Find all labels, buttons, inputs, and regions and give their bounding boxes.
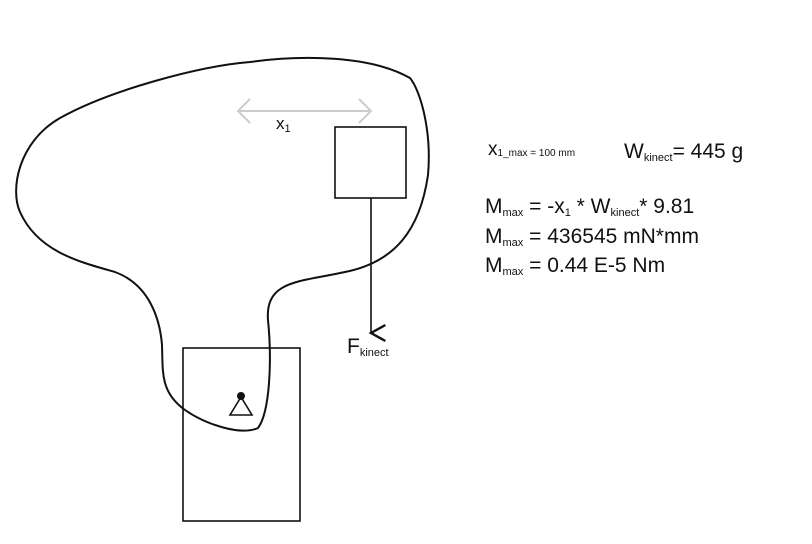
force-label: Fkinect: [347, 335, 389, 359]
weight-label: Wkinect= 445 g: [624, 140, 744, 164]
kinect-box: [334, 126, 407, 199]
x1-double-arrow: [236, 98, 373, 124]
blob-outline: [15, 56, 430, 432]
x1-max-label: x1_max = 100 mm: [488, 139, 576, 160]
pivot-support: [228, 392, 254, 416]
moment-equation-1: Mmax = -x1 * Wkinect* 9.81: [485, 195, 695, 219]
base-rectangle: [182, 347, 301, 522]
moment-equation-3: Mmax = 0.44 E-5 Nm: [485, 254, 666, 278]
x1-label: x1: [276, 114, 291, 135]
moment-equation-2: Mmax = 436545 mN*mm: [485, 225, 699, 249]
